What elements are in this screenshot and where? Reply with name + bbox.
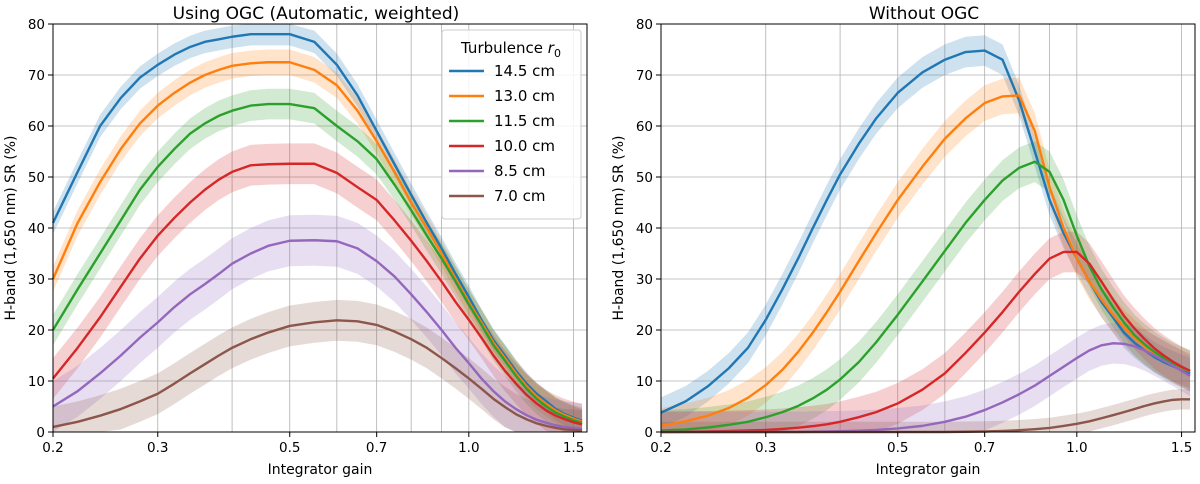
series-band-2	[661, 141, 1191, 433]
x-tick-label: 0.5	[279, 440, 300, 456]
y-tick-label: 10	[28, 374, 45, 390]
legend-items: 14.5 cm 13.0 cm 11.5 cm 10.0 cm 8.5 cm 7.0 cm	[449, 62, 555, 205]
right-ticks: 0.2 0.3 0.5 0.7 1.0 1.5 0 10 20 30 40 50 60 70 80	[636, 17, 1193, 456]
right-panel: Without OGC 0.2 0.3 0.5 0.7 1.0 1.5 0 10 20 30 40 5…	[611, 4, 1196, 478]
y-tick-label: 0	[36, 425, 45, 441]
legend-label-5: 7.0 cm	[494, 187, 545, 205]
legend-label-0: 14.5 cm	[494, 62, 555, 80]
y-tick-label: 50	[636, 170, 653, 186]
x-tick-label: 1.5	[1171, 440, 1192, 456]
y-tick-label: 60	[636, 119, 653, 135]
y-tick-label: 20	[636, 323, 653, 339]
y-tick-label: 30	[636, 272, 653, 288]
legend-title-symbol: r	[548, 39, 555, 57]
y-tick-label: 80	[28, 17, 45, 33]
y-tick-label: 70	[28, 68, 45, 84]
legend-label-2: 11.5 cm	[494, 112, 555, 130]
y-tick-label: 20	[28, 323, 45, 339]
y-tick-label: 40	[636, 221, 653, 237]
legend-label-1: 13.0 cm	[494, 87, 555, 105]
series-line-1	[660, 94, 1191, 428]
x-tick-label: 0.7	[366, 440, 387, 456]
left-ylabel: H-band (1,650 nm) SR (%)	[3, 136, 19, 321]
y-tick-label: 50	[28, 170, 45, 186]
x-tick-label: 0.3	[755, 440, 776, 456]
series-band-5	[53, 299, 583, 432]
y-tick-label: 80	[636, 17, 653, 33]
x-tick-label: 0.7	[974, 440, 995, 456]
left-chart-title: Using OGC (Automatic, weighted)	[173, 4, 460, 24]
x-tick-label: 0.2	[42, 440, 63, 456]
right-chart-title: Without OGC	[869, 4, 979, 24]
x-tick-label: 0.2	[650, 440, 671, 456]
right-bands	[661, 35, 1191, 433]
series-band-4	[53, 214, 583, 432]
left-xlabel: Integrator gain	[268, 462, 373, 478]
y-tick-label: 10	[636, 374, 653, 390]
series-band-1	[661, 77, 1191, 433]
x-tick-label: 0.3	[147, 440, 168, 456]
y-tick-label: 60	[28, 119, 45, 135]
x-tick-label: 1.0	[458, 440, 479, 456]
series-band-4	[661, 322, 1191, 432]
x-tick-label: 1.0	[1066, 440, 1087, 456]
series-line-4	[52, 239, 583, 431]
series-line-0	[660, 49, 1191, 414]
series-line-3	[52, 162, 583, 426]
series-line-0	[51, 33, 583, 422]
series-line-5	[52, 319, 583, 432]
left-lines	[51, 33, 583, 432]
series-line-3	[660, 250, 1191, 434]
legend-title-prefix: Turbulence	[460, 39, 548, 57]
series-line-2	[51, 102, 583, 424]
legend-label-3: 10.0 cm	[494, 137, 555, 155]
right-xlabel: Integrator gain	[876, 462, 981, 478]
series-band-5	[661, 389, 1191, 432]
y-tick-label: 70	[636, 68, 653, 84]
series-line-2	[660, 160, 1191, 432]
legend-label-4: 8.5 cm	[494, 162, 545, 180]
left-ticks: 0.2 0.3 0.5 0.7 1.0 1.5 0 10 20 30 40 50 60 70 80	[28, 17, 585, 456]
series-band-1	[53, 49, 583, 432]
x-tick-label: 1.5	[563, 440, 584, 456]
right-ylabel: H-band (1,650 nm) SR (%)	[611, 136, 627, 321]
y-tick-label: 30	[28, 272, 45, 288]
legend-title: Turbulence r0	[460, 39, 561, 60]
y-tick-label: 40	[28, 221, 45, 237]
series-band-3	[53, 143, 583, 432]
legend: Turbulence r0 14.5 cm 13.0 cm 11.5 cm 10.0 …	[441, 29, 582, 220]
x-tick-label: 0.5	[887, 440, 908, 456]
left-panel: Using OGC (Automatic, weighted) 0.2 0.3 0.…	[3, 4, 588, 478]
legend-title-subscript: 0	[554, 47, 561, 60]
series-band-3	[661, 231, 1191, 432]
series-line-1	[51, 61, 583, 423]
y-tick-label: 0	[644, 425, 653, 441]
series-band-0	[661, 35, 1191, 428]
